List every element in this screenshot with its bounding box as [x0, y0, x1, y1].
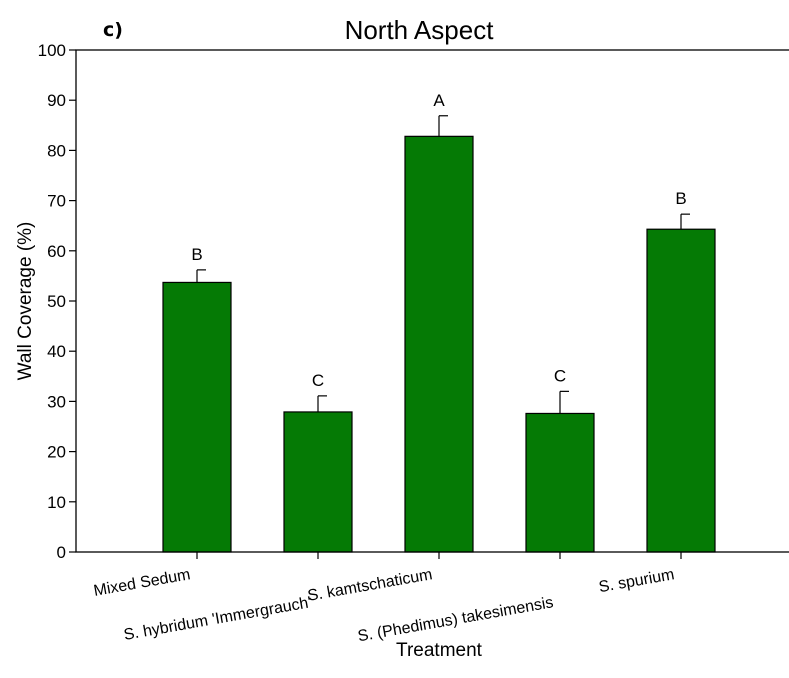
panel-label: c) — [103, 19, 123, 41]
y-tick-label: 60 — [47, 242, 66, 261]
y-tick-label: 30 — [47, 392, 66, 411]
bar — [162, 281, 232, 553]
category-label: S. hybridum 'Immergrauch' — [122, 594, 312, 644]
y-tick-label: 0 — [57, 543, 66, 562]
x-axis-title: Treatment — [396, 640, 483, 661]
significance-letter: C — [554, 366, 566, 385]
plot-frame — [75, 49, 789, 553]
y-axis-title: Wall Coverage (%) — [15, 222, 36, 381]
significance-letter: B — [675, 189, 686, 208]
bar — [646, 228, 716, 553]
y-tick-label: 50 — [47, 292, 66, 311]
chart-title: North Aspect — [345, 15, 495, 45]
y-tick-label: 70 — [47, 192, 66, 211]
category-label: Mixed Sedum — [92, 566, 191, 600]
category-label: S. spurium — [597, 566, 675, 596]
y-tick-label: 80 — [47, 141, 66, 160]
y-tick-label: 10 — [47, 493, 66, 512]
y-tick-label: 90 — [47, 91, 66, 110]
y-axis-ticks: 0 10 20 30 40 50 60 70 80 90 100 — [38, 41, 76, 562]
category-label: S. (Phedimus) takesimensis — [356, 594, 554, 645]
y-tick-label: 40 — [47, 342, 66, 361]
significance-letter: A — [433, 91, 445, 110]
y-tick-label: 100 — [38, 41, 66, 60]
significance-letter: C — [312, 371, 324, 390]
y-tick-label: 20 — [47, 443, 66, 462]
bar — [283, 411, 353, 553]
category-label: S. kamtschaticum — [306, 566, 433, 605]
significance-letter: B — [191, 245, 202, 264]
bar — [404, 135, 474, 553]
bars-group: B C A C B — [162, 91, 716, 553]
bar — [525, 412, 595, 553]
